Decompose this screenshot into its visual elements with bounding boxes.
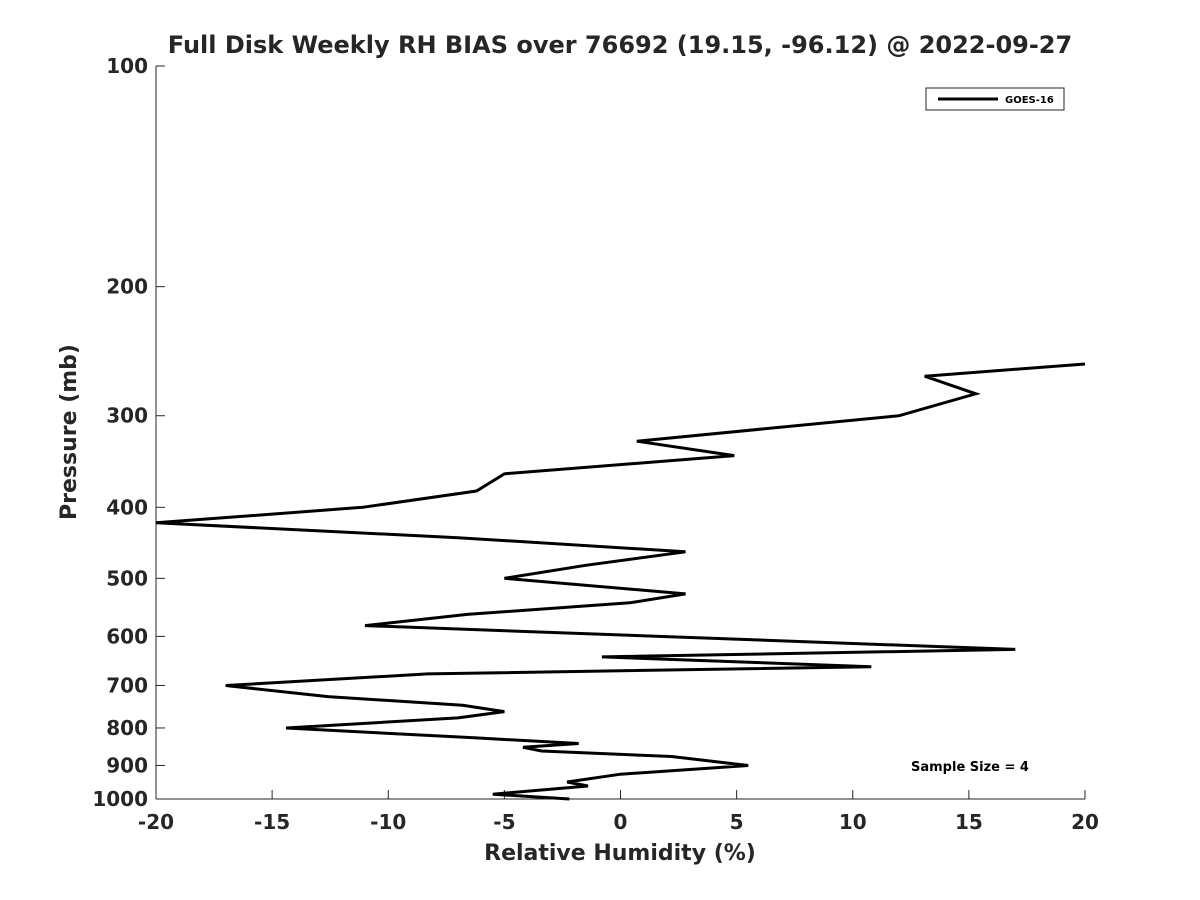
y-tick-label: 500 (106, 566, 148, 590)
y-tick-label: 700 (106, 673, 148, 697)
x-tick-label: 15 (955, 810, 983, 834)
axes (155, 66, 1085, 800)
x-tick-label: -15 (254, 810, 290, 834)
series-layer (155, 362, 1086, 801)
legend: GOES-16 (925, 87, 1065, 111)
sample-size-annotation: Sample Size = 4 (911, 760, 1029, 775)
x-ticks: -20 -15 -10 -5 0 5 10 15 20 (138, 790, 1099, 834)
x-tick-label: -10 (370, 810, 406, 834)
y-tick-label: 1000 (92, 787, 148, 811)
x-tick-label: -5 (493, 810, 515, 834)
y-ticks: 100 200 300 400 500 600 700 800 900 1000 (92, 54, 165, 811)
x-axis-label: Relative Humidity (%) (484, 841, 756, 866)
y-tick-label: 200 (106, 275, 148, 299)
y-tick-label: 800 (106, 716, 148, 740)
x-tick-label: 0 (614, 810, 628, 834)
legend-label-goes-16: GOES-16 (1005, 95, 1054, 106)
y-axis-label: Pressure (mb) (57, 344, 82, 520)
y-tick-label: 300 (106, 404, 148, 428)
series-line-goes-16 (155, 362, 1086, 801)
y-tick-label: 400 (106, 495, 148, 519)
x-tick-label: 10 (839, 810, 867, 834)
y-tick-label: 900 (106, 753, 148, 777)
x-tick-label: 5 (730, 810, 744, 834)
y-tick-label: 600 (106, 624, 148, 648)
y-tick-label: 100 (106, 54, 148, 78)
x-tick-label: -20 (138, 810, 174, 834)
chart-title: Full Disk Weekly RH BIAS over 76692 (19.… (168, 31, 1072, 59)
x-tick-label: 20 (1071, 810, 1099, 834)
